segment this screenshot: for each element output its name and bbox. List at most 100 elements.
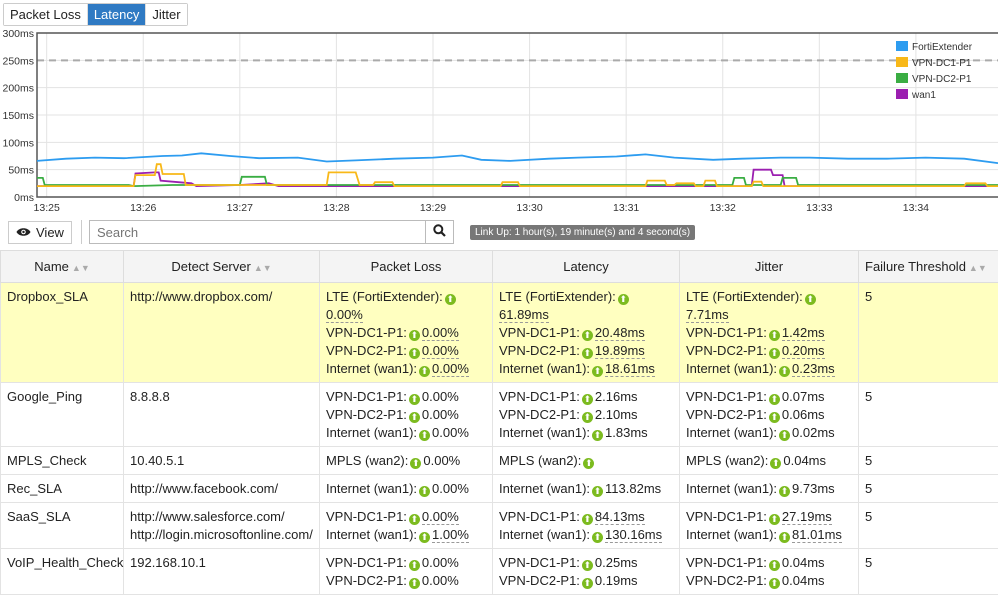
link-up-icon: ⬆ — [419, 532, 430, 543]
link-up-icon: ⬆ — [769, 412, 780, 423]
x-tick-label: 13:31 — [613, 202, 639, 214]
member-value[interactable]: 113.82ms — [605, 481, 661, 496]
member-value[interactable]: 0.00% — [423, 453, 460, 468]
member-value[interactable]: 130.16ms — [605, 527, 662, 543]
eye-icon — [16, 225, 31, 240]
sla-name: Rec_SLA — [1, 475, 124, 503]
server-url: 192.168.10.1 — [130, 554, 313, 572]
link-up-icon: ⬆ — [419, 430, 430, 441]
member-value[interactable]: 20.48ms — [595, 325, 645, 341]
member-value[interactable]: 0.02ms — [792, 425, 835, 440]
member-value[interactable]: 0.00% — [422, 389, 459, 404]
member-label: MPLS (wan2): — [686, 453, 768, 468]
member-jitter: MPLS (wan2):⬆0.04ms — [686, 452, 852, 470]
link-up-icon: ⬆ — [445, 294, 456, 305]
failure-threshold: 5 — [859, 503, 998, 549]
legend-label: VPN-DC1-P1 — [912, 58, 972, 69]
link-up-icon: ⬆ — [409, 348, 420, 359]
member-label: VPN-DC1-P1: — [326, 389, 407, 404]
tab-packet-loss[interactable]: Packet Loss — [4, 4, 88, 25]
tab-latency[interactable]: Latency — [88, 4, 147, 25]
member-value[interactable]: 0.04ms — [782, 573, 825, 588]
legend-swatch — [896, 57, 908, 67]
member-value[interactable]: 1.83ms — [605, 425, 648, 440]
member-value[interactable]: 1.00% — [432, 527, 469, 543]
member-value[interactable]: 0.25ms — [595, 555, 638, 570]
legend-label: wan1 — [911, 90, 936, 101]
member-value[interactable]: 0.00% — [432, 481, 469, 496]
member-value[interactable]: 0.20ms — [782, 343, 825, 359]
link-up-icon: ⬆ — [769, 394, 780, 405]
member-value[interactable]: 1.42ms — [782, 325, 825, 341]
view-button[interactable]: View — [8, 221, 72, 244]
member-value[interactable]: 84.13ms — [595, 509, 645, 525]
member-value[interactable]: 0.00% — [422, 407, 459, 422]
member-loss: VPN-DC1-P1:⬆0.00% — [326, 324, 486, 342]
y-tick-label: 250ms — [2, 55, 34, 67]
member-value[interactable]: 81.01ms — [792, 527, 842, 543]
member-value[interactable]: 0.00% — [432, 425, 469, 440]
member-label: MPLS (wan2): — [499, 453, 581, 468]
member-value[interactable]: 27.19ms — [782, 509, 832, 525]
member-value[interactable]: 0.04ms — [783, 453, 826, 468]
member-value[interactable]: 2.16ms — [595, 389, 638, 404]
detect-server: 10.40.5.1 — [124, 447, 320, 475]
server-url: http://www.salesforce.com/ — [130, 508, 313, 526]
col-packet-loss: Packet Loss — [320, 251, 493, 283]
member-value[interactable]: 18.61ms — [605, 361, 655, 377]
member-value[interactable]: 0.23ms — [792, 361, 835, 377]
link-up-icon: ⬆ — [409, 330, 420, 341]
view-label: View — [36, 225, 64, 240]
member-loss: Internet (wan1):⬆0.00% — [326, 424, 486, 442]
series-line-fortiextender — [37, 153, 998, 163]
member-value[interactable]: 0.00% — [422, 343, 459, 359]
member-value[interactable]: 0.00% — [432, 361, 469, 377]
member-value[interactable]: 61.89ms — [499, 307, 549, 323]
col-jitter: Jitter — [680, 251, 859, 283]
y-tick-label: 150ms — [2, 110, 34, 122]
member-value[interactable]: 0.07ms — [782, 389, 825, 404]
member-value[interactable]: 9.73ms — [792, 481, 835, 496]
loss-cell: VPN-DC1-P1:⬆0.00%Internet (wan1):⬆1.00% — [320, 503, 493, 549]
link-up-icon: ⬆ — [582, 560, 593, 571]
y-tick-label: 50ms — [8, 165, 34, 177]
link-up-icon: ⬆ — [409, 412, 420, 423]
member-value[interactable]: 0.04ms — [782, 555, 825, 570]
tab-jitter[interactable]: Jitter — [146, 4, 186, 25]
col-detect-server[interactable]: Detect Server▲▼ — [124, 251, 320, 283]
link-up-icon: ⬆ — [618, 294, 629, 305]
search-button[interactable] — [425, 221, 453, 243]
member-label: Internet (wan1): — [499, 425, 590, 440]
member-value[interactable]: 0.06ms — [782, 407, 825, 422]
legend-label: VPN-DC2-P1 — [912, 74, 972, 85]
member-value[interactable]: 0.00% — [422, 573, 459, 588]
member-jitter: VPN-DC2-P1:⬆0.04ms — [686, 572, 852, 590]
member-loss: LTE (FortiExtender):⬆0.00% — [326, 288, 486, 324]
member-value[interactable]: 0.00% — [326, 307, 363, 323]
member-value[interactable]: 19.89ms — [595, 343, 645, 359]
failure-threshold: 5 — [859, 447, 998, 475]
member-label: LTE (FortiExtender): — [499, 289, 616, 304]
member-value[interactable]: 7.71ms — [686, 307, 729, 323]
member-label: Internet (wan1): — [686, 481, 777, 496]
col-failure-threshold[interactable]: Failure Threshold▲▼ — [859, 251, 998, 283]
member-value[interactable]: 0.19ms — [595, 573, 638, 588]
col-name[interactable]: Name▲▼ — [1, 251, 124, 283]
member-jitter: Internet (wan1):⬆0.02ms — [686, 424, 852, 442]
link-up-icon: ⬆ — [582, 330, 593, 341]
link-up-icon: ⬆ — [582, 348, 593, 359]
link-up-icon: ⬆ — [592, 366, 603, 377]
member-value[interactable]: 0.00% — [422, 555, 459, 570]
member-value[interactable]: 0.00% — [422, 509, 459, 525]
member-label: VPN-DC2-P1: — [326, 343, 407, 358]
sla-name: Dropbox_SLA — [1, 283, 124, 383]
member-value[interactable]: 2.10ms — [595, 407, 638, 422]
member-value[interactable]: 0.00% — [422, 325, 459, 341]
search-input[interactable] — [90, 221, 425, 243]
